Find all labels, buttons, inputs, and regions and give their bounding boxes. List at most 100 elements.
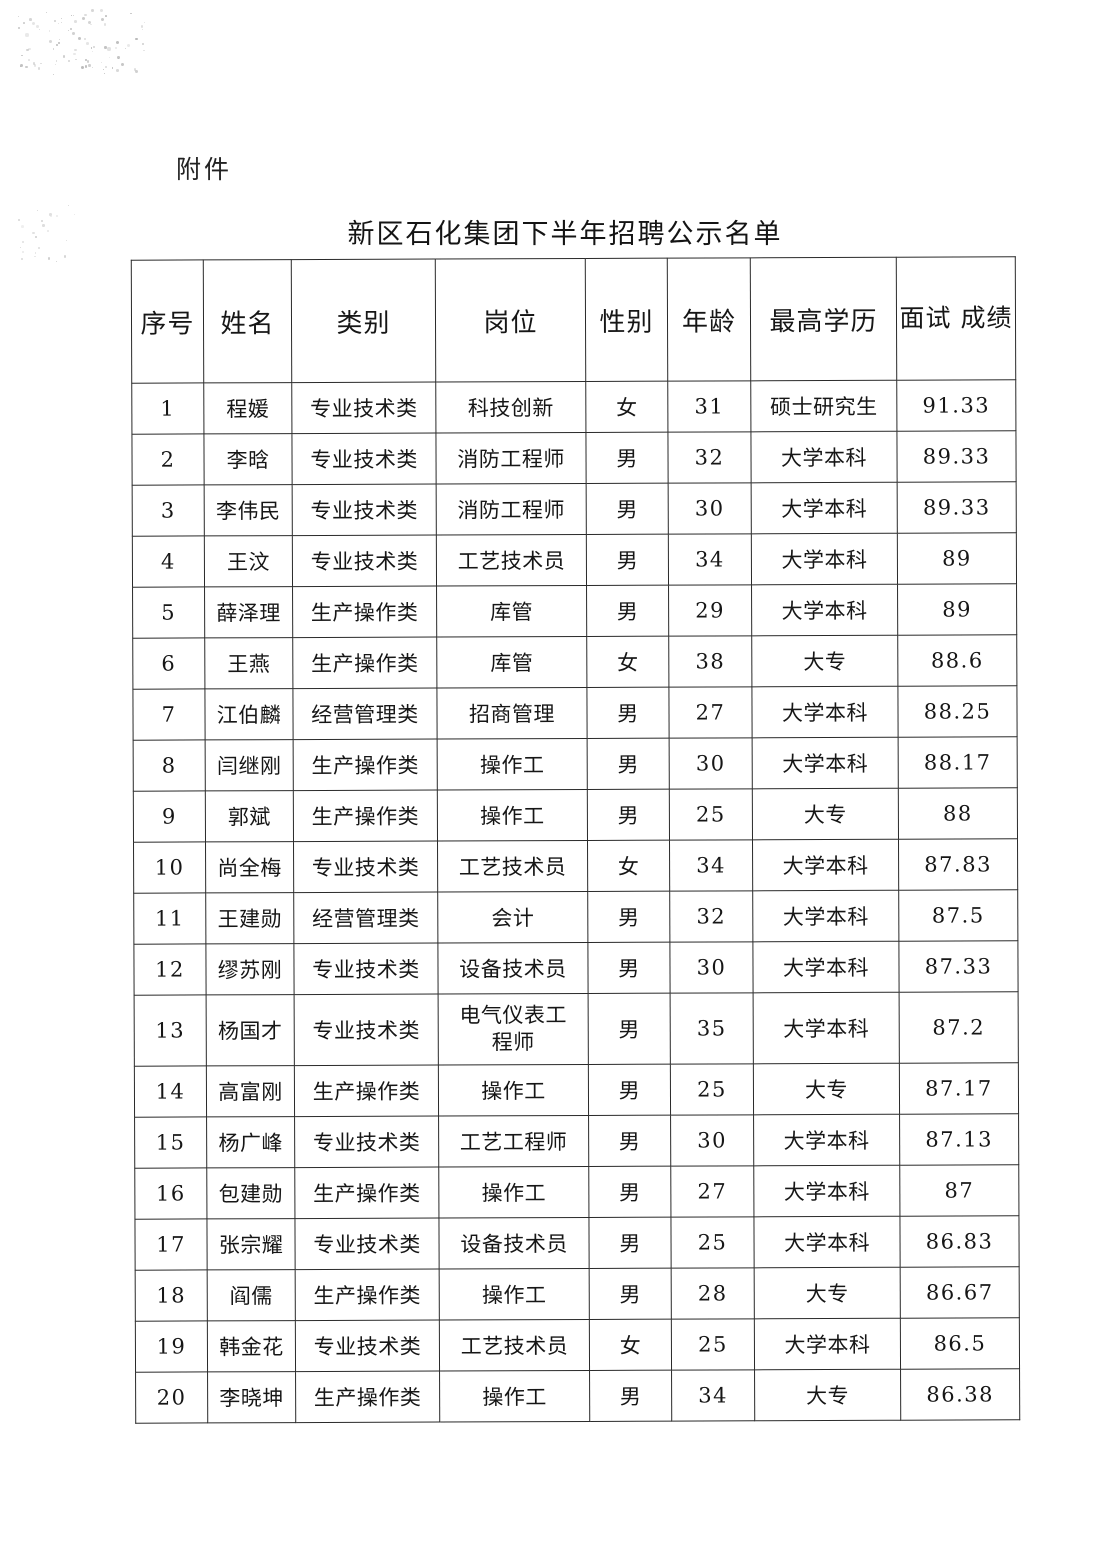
cell-score: 87: [899, 1164, 1019, 1217]
cell-score: 87.33: [898, 940, 1019, 993]
table-header: 序号 姓名 类别 岗位 性别 年龄 最高学历 面试 成绩: [131, 256, 1016, 384]
cell-index: 14: [134, 1065, 207, 1118]
table-row: 19 韩金花 专业技术类 工艺技术员女 25 大学本科 86.5: [135, 1317, 1020, 1373]
cell-category: 专业技术类: [293, 841, 438, 893]
column-header-category: 类别: [291, 259, 436, 383]
table-row: 12 缪苏刚 专业技术类 设备技术员男 30 大学本科 87.33: [133, 940, 1019, 996]
cell-name: 韩金花: [207, 1320, 296, 1372]
cell-age: 30: [668, 482, 752, 535]
column-header-gender: 性别: [585, 258, 668, 382]
cell-age: 27: [668, 686, 753, 739]
column-header-score-line1: 面试: [899, 303, 952, 333]
table-row: 16 包建勋 生产操作类 操作工男 27 大学本科 87: [134, 1164, 1019, 1220]
cell-position-line2: 程师: [491, 1030, 535, 1055]
cell-category: 专业技术类: [295, 1320, 440, 1372]
cell-index: 8: [133, 739, 206, 792]
cell-age: 38: [668, 635, 752, 688]
cell-index: 2: [131, 433, 205, 486]
roster-table: 序号 姓名 类别 岗位 性别 年龄 最高学历 面试 成绩 1 程媛 专业技术类 科技创…: [130, 256, 1021, 1424]
cell-position: 操作工: [437, 738, 588, 791]
cell-score: 87.83: [898, 838, 1018, 891]
cell-age: 30: [669, 941, 754, 994]
cell-category: 专业技术类: [294, 994, 439, 1066]
cell-gender: 男: [589, 1268, 672, 1320]
table-row: 5 薛泽理 生产操作类 库管男 29 大学本科 89: [132, 583, 1017, 639]
table-row: 20 李晓坤 生产操作类 操作工男 34 大专 86.38: [135, 1368, 1020, 1424]
table-row: 11 王建勋 经营管理类 会计男 32 大学本科 87.5: [133, 889, 1018, 945]
cell-index: 19: [135, 1320, 208, 1373]
column-header-score: 面试 成绩: [896, 256, 1016, 381]
cell-category: 生产操作类: [292, 637, 437, 689]
cell-score: 88: [898, 787, 1018, 840]
cell-education: 大学本科: [750, 431, 898, 483]
cell-name: 闫继刚: [205, 739, 294, 791]
cell-position: 电气仪表工 程师: [438, 993, 589, 1066]
table-row: 15 杨广峰 专业技术类 工艺工程师男 30 大学本科 87.13: [134, 1113, 1019, 1169]
cell-category: 专业技术类: [293, 943, 439, 995]
cell-age: 29: [668, 584, 752, 637]
cell-gender: 男: [587, 891, 670, 943]
cell-gender: 男: [587, 789, 670, 841]
cell-index: 16: [134, 1167, 207, 1220]
column-header-education: 最高学历: [750, 257, 897, 381]
cell-score: 87.17: [899, 1062, 1019, 1115]
cell-gender: 男: [588, 1115, 671, 1167]
cell-education: 大专: [754, 1369, 901, 1421]
cell-score: 89.33: [896, 430, 1017, 483]
cell-education: 大学本科: [753, 1216, 901, 1268]
cell-position: 工艺技术员: [436, 534, 587, 587]
table-body: 1 程媛 专业技术类 科技创新女 31 硕士研究生 91.33 2 李晗 专业技术类 消防工程师男 3…: [131, 379, 1020, 1424]
cell-gender: 女: [585, 381, 668, 433]
table-header-row: 序号 姓名 类别 岗位 性别 年龄 最高学历 面试 成绩: [131, 256, 1016, 384]
cell-category: 生产操作类: [295, 1371, 440, 1423]
cell-position: 操作工: [438, 1166, 589, 1219]
cell-category: 专业技术类: [294, 1116, 439, 1168]
cell-education: 大专: [754, 1267, 901, 1319]
cell-gender: 女: [589, 1319, 672, 1371]
cell-index: 13: [134, 994, 207, 1067]
cell-position: 招商管理: [436, 687, 588, 740]
cell-education: 大专: [753, 1063, 900, 1115]
cell-name: 缪苏刚: [205, 943, 295, 995]
column-header-score-line2: 成绩: [960, 303, 1013, 333]
cell-index: 4: [132, 535, 205, 588]
cell-education: 大专: [751, 635, 898, 687]
cell-name: 王建勋: [205, 892, 294, 944]
cell-score: 89: [897, 583, 1017, 636]
cell-name: 杨国才: [206, 994, 295, 1066]
cell-education: 大学本科: [752, 839, 899, 891]
cell-score: 86.5: [900, 1317, 1020, 1370]
cell-education: 大学本科: [752, 737, 899, 789]
attachment-label: 附件: [176, 155, 233, 184]
table-row: 18 阎儒 生产操作类 操作工男 28 大专 86.67: [135, 1266, 1020, 1322]
cell-gender: 女: [586, 636, 669, 688]
cell-index: 1: [131, 382, 204, 435]
cell-gender: 男: [588, 1064, 671, 1116]
cell-position: 操作工: [438, 1064, 589, 1117]
cell-name: 李晓坤: [207, 1371, 296, 1423]
cell-score: 86.67: [900, 1266, 1020, 1319]
cell-category: 专业技术类: [292, 535, 437, 587]
table-row: 3 李伟民 专业技术类 消防工程师男 30 大学本科 89.33: [132, 481, 1017, 537]
column-header-position: 岗位: [435, 258, 586, 383]
cell-category: 生产操作类: [294, 1167, 439, 1219]
cell-category: 生产操作类: [293, 739, 438, 791]
cell-category: 生产操作类: [293, 790, 438, 842]
cell-position: 消防工程师: [435, 432, 587, 485]
cell-education: 大学本科: [752, 941, 900, 993]
scan-artifact-speckles: [18, 8, 148, 78]
cell-index: 10: [133, 841, 206, 894]
cell-score: 89.33: [897, 481, 1017, 534]
table-row: 17 张宗耀 专业技术类 设备技术员男 25 大学本科 86.83: [134, 1215, 1020, 1271]
cell-name: 李伟民: [204, 484, 293, 536]
cell-education: 大学本科: [754, 1318, 901, 1370]
cell-position: 工艺技术员: [437, 840, 588, 893]
cell-name: 高富刚: [206, 1065, 295, 1117]
cell-score: 88.6: [897, 634, 1017, 687]
cell-index: 9: [133, 790, 206, 843]
table-row: 6 王燕 生产操作类 库管女 38 大专 88.6: [132, 634, 1017, 690]
cell-category: 经营管理类: [293, 892, 438, 944]
cell-age: 25: [669, 788, 753, 841]
cell-name: 江伯麟: [204, 688, 294, 740]
